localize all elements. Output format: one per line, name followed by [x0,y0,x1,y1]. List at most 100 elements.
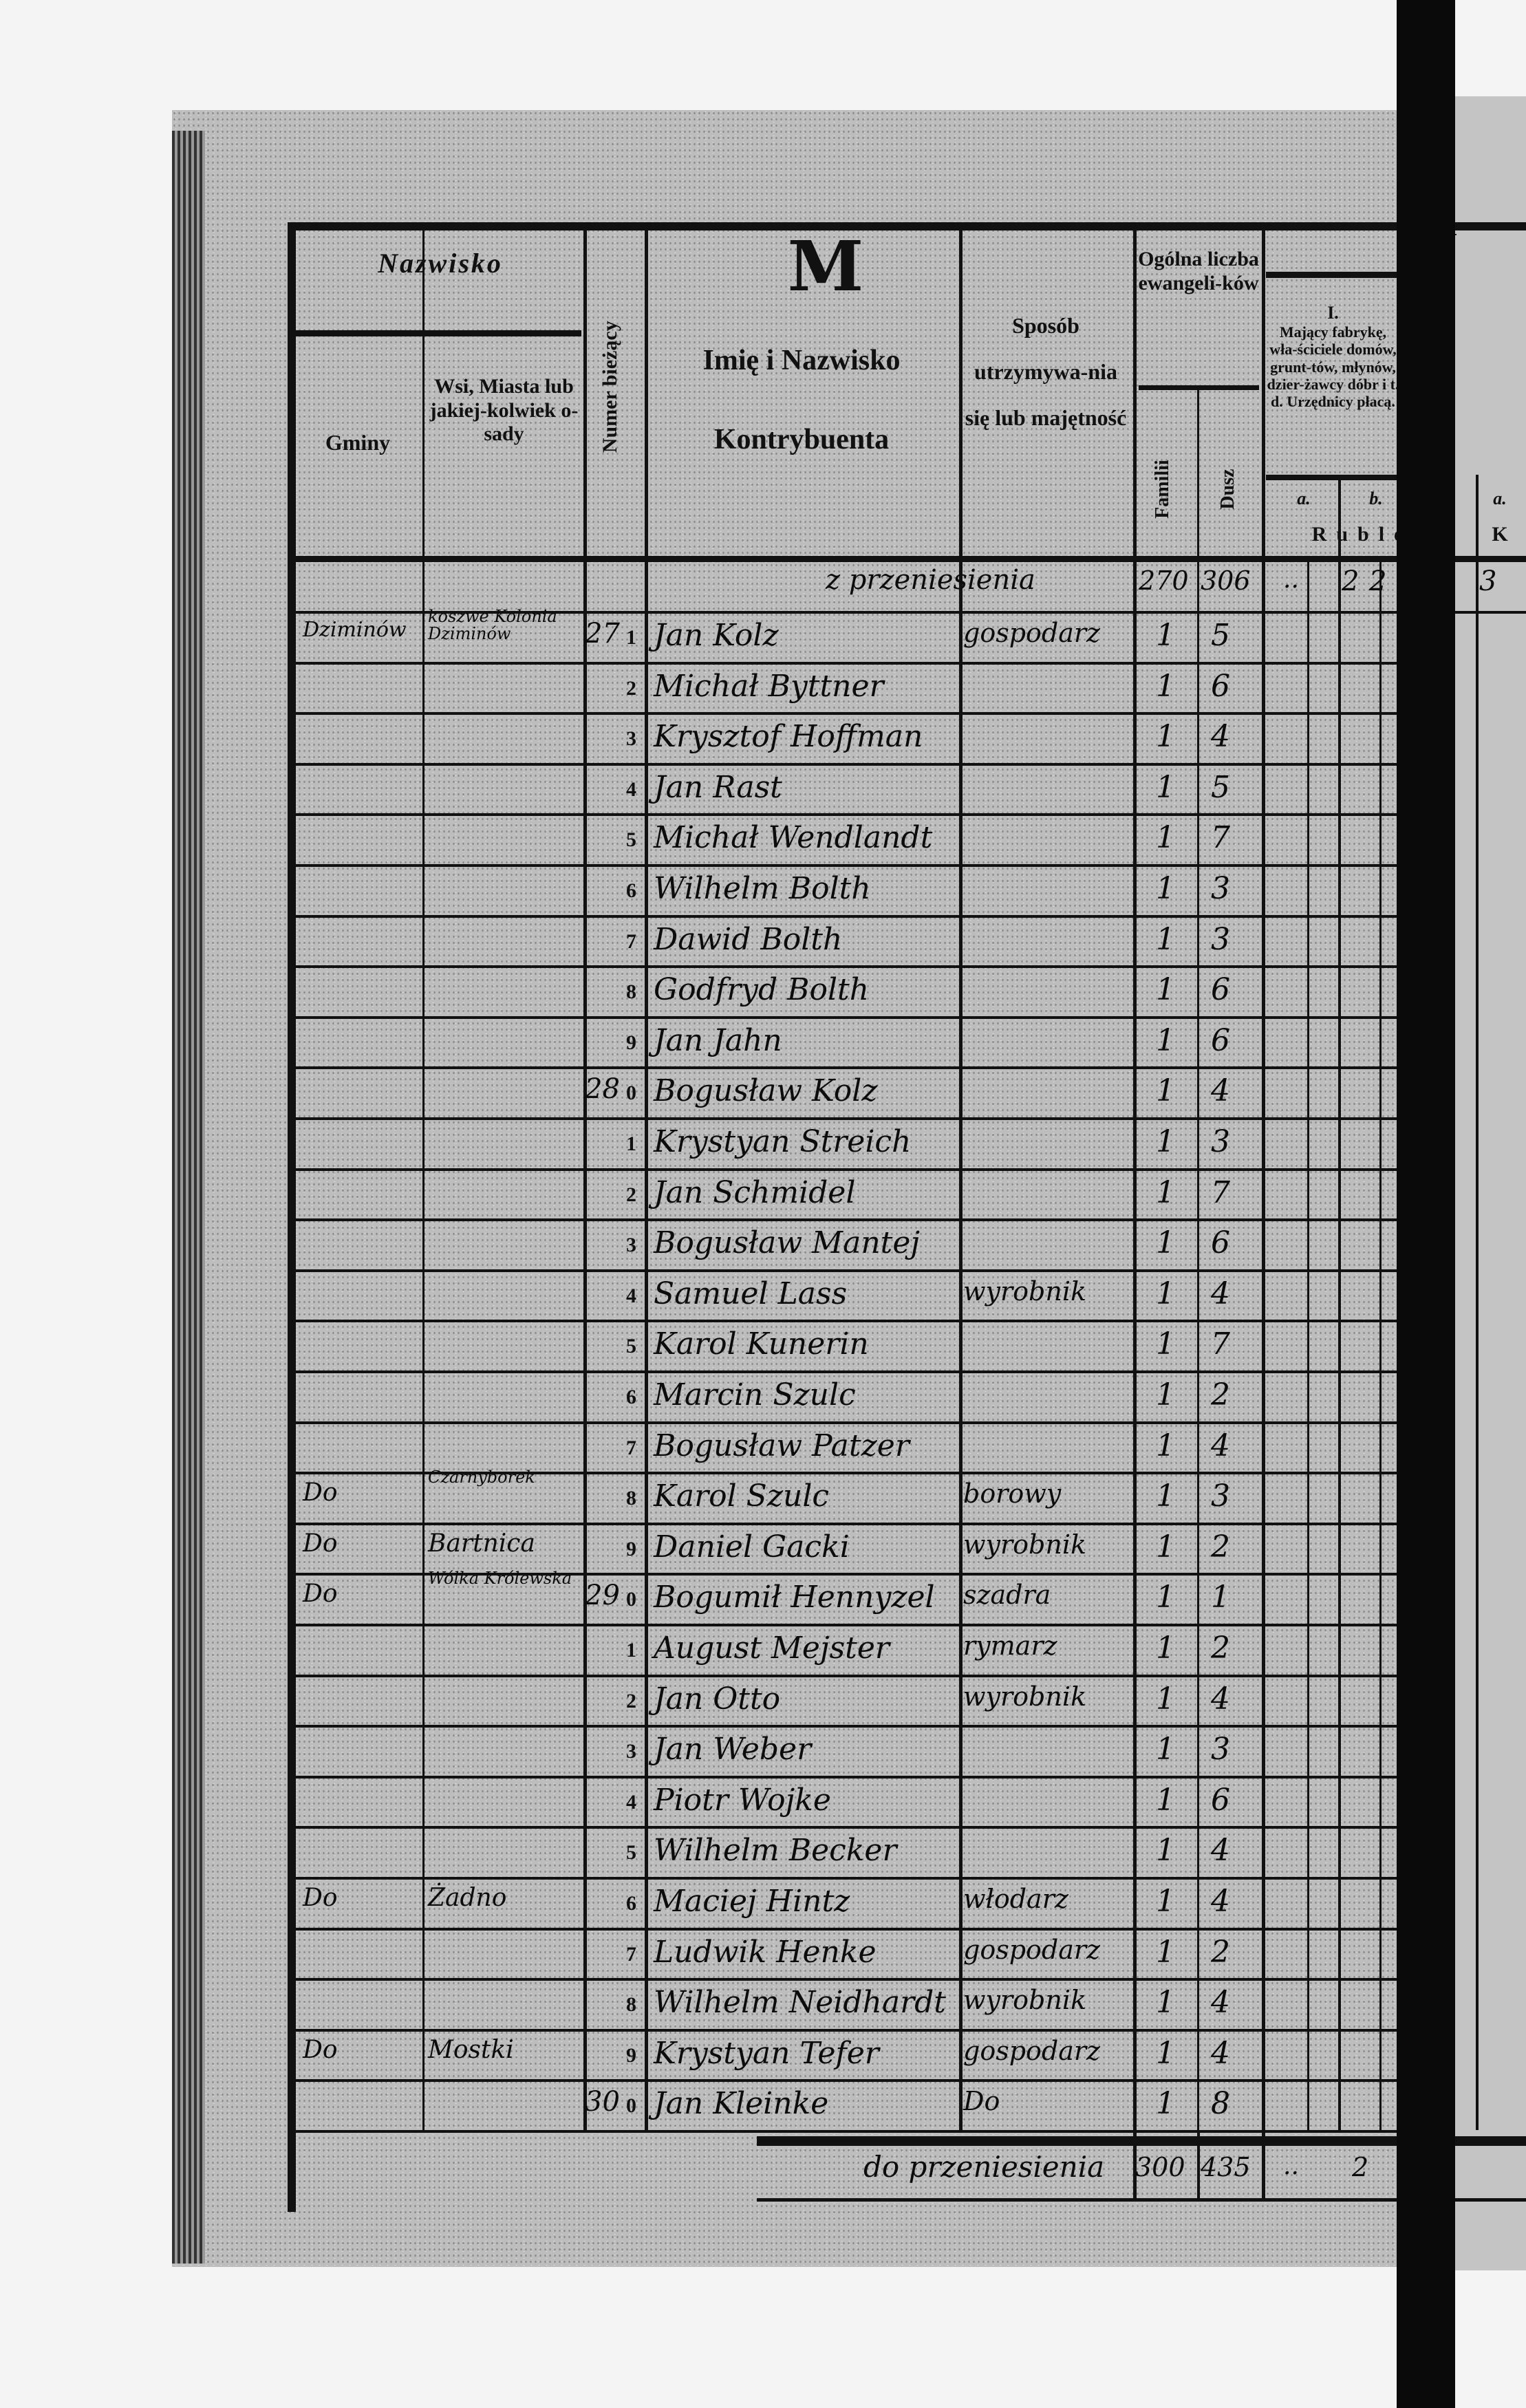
row-number-digit: 2 [626,1690,636,1712]
row-families: 1 [1156,1326,1175,1362]
row-village: koszwe Kolonia Dziminów [428,607,557,644]
header-imie: Imię i Nazwisko [702,345,901,376]
header-sposob: Sposób utrzymywa-nia się lub majętność [965,313,1127,431]
row-rule [292,1117,1434,1120]
row-rule [292,965,1434,968]
row-contributor-name: Jan Rast [654,770,782,805]
row-souls: 2 [1211,1377,1230,1412]
row-contributor-name: Karol Kunerin [654,1326,869,1362]
row-contributor-name: Krystyan Streich [654,1124,912,1159]
row-families: 1 [1156,1732,1175,1767]
section-sub-rule [1266,475,1404,480]
column-rule [1133,2133,1137,2198]
row-families: 1 [1156,1935,1175,1970]
table-top-rule [292,222,1526,230]
row-number-digit: 6 [626,1892,636,1915]
carry-in-c: 2 [1369,566,1387,597]
row-number-digit: 1 [626,1639,636,1662]
row-number-digit: 3 [626,1234,636,1256]
row-souls: 1 [1211,1580,1230,1615]
row-livelihood: wyrobnik [963,1985,1087,2015]
row-contributor-name: Jan Weber [654,1732,812,1767]
row-souls: 4 [1211,1073,1230,1108]
row-livelihood: Do [963,2086,1000,2116]
header-kop: K [1492,523,1508,546]
row-souls: 7 [1211,820,1230,855]
row-families: 1 [1156,1529,1175,1565]
header-dusz: Dusz [1216,469,1238,510]
total-rule [757,2136,1526,2146]
row-number-digit: 2 [626,1183,636,1206]
row-village: Wólka Królewska [428,1569,572,1588]
row-contributor-name: Dawid Bolth [654,922,843,957]
row-livelihood: borowy [963,1479,1062,1509]
row-families: 1 [1156,1276,1175,1311]
nazwisko-rule [296,330,581,336]
carry-in-d: 3 [1479,566,1497,597]
row-families: 1 [1156,820,1175,855]
row-gmina: Do [303,1580,338,1608]
row-rule [292,1523,1434,1525]
row-families: 1 [1156,972,1175,1007]
row-contributor-name: Samuel Lass [654,1276,848,1311]
row-rule [292,2079,1434,2082]
binding-shadow [1397,0,1455,2408]
header-section-num: I. [1327,303,1339,323]
header-numer: Numer bieżący [598,321,621,453]
header-gminy: Gminy [325,430,391,455]
row-contributor-name: Maciej Hintz [654,1884,850,1919]
row-number-digit: 4 [626,1791,636,1814]
row-rule [292,662,1434,665]
row-rule [292,1168,1434,1171]
row-contributor-name: Daniel Gacki [654,1529,850,1565]
row-rule [292,1776,1434,1778]
row-number-digit: 7 [626,930,636,953]
row-number-digit: 6 [626,1386,636,1408]
column-rule [1133,222,1137,2130]
row-contributor-name: Jan Jahn [654,1023,782,1058]
row-contributor-name: Wilhelm Becker [654,1833,897,1868]
row-families: 1 [1156,1580,1175,1615]
row-number-digit: 1 [626,626,636,649]
row-families: 1 [1156,922,1175,957]
row-contributor-name: Michał Wendlandt [654,820,933,855]
row-livelihood: rymarz [963,1631,1057,1661]
carry-out-dusz: 435 [1201,2152,1251,2182]
header-letter: M [787,226,864,307]
row-souls: 3 [1211,871,1230,906]
row-souls: 3 [1211,1124,1230,1159]
header-section-text: Mający fabrykę, wła-ściciele domów, grun… [1267,323,1399,411]
row-contributor-name: Krystyan Tefer [654,2036,879,2071]
row-village: Czarnyborek [428,1468,535,1487]
row-rule [292,1370,1434,1373]
row-rule [292,1573,1434,1576]
row-number-digit: 5 [626,1841,636,1864]
row-souls: 3 [1211,1479,1230,1514]
row-gmina: Do [303,1479,338,1507]
row-village: Mostki [428,2036,514,2064]
row-souls: 2 [1211,1529,1230,1565]
row-rule [292,763,1434,766]
header-nazwisko: Nazwisko [378,248,503,279]
row-number-digit: 0 [626,1082,636,1104]
row-rule [292,1978,1434,1981]
column-rule [1262,2133,1265,2198]
row-souls: 7 [1211,1175,1230,1210]
row-number-digit: 0 [626,1588,636,1611]
carry-in-a: .. [1283,566,1299,594]
row-families: 1 [1156,1479,1175,1514]
row-number-digit: 0 [626,2094,636,2117]
row-souls: 4 [1211,1428,1230,1463]
row-number-digit: 2 [626,677,636,700]
row-number-digit: 8 [626,1487,636,1509]
row-contributor-name: Godfryd Bolth [654,972,870,1007]
book-edge [172,131,205,2264]
row-souls: 6 [1211,1783,1230,1818]
row-number-tens: 29 [585,1580,620,1611]
row-families: 1 [1156,1175,1175,1210]
row-livelihood: wyrobnik [963,1681,1087,1712]
row-souls: 4 [1211,1833,1230,1868]
row-number-digit: 8 [626,980,636,1003]
row-souls: 6 [1211,1225,1230,1260]
carry-in-b: 2 [1342,566,1360,597]
